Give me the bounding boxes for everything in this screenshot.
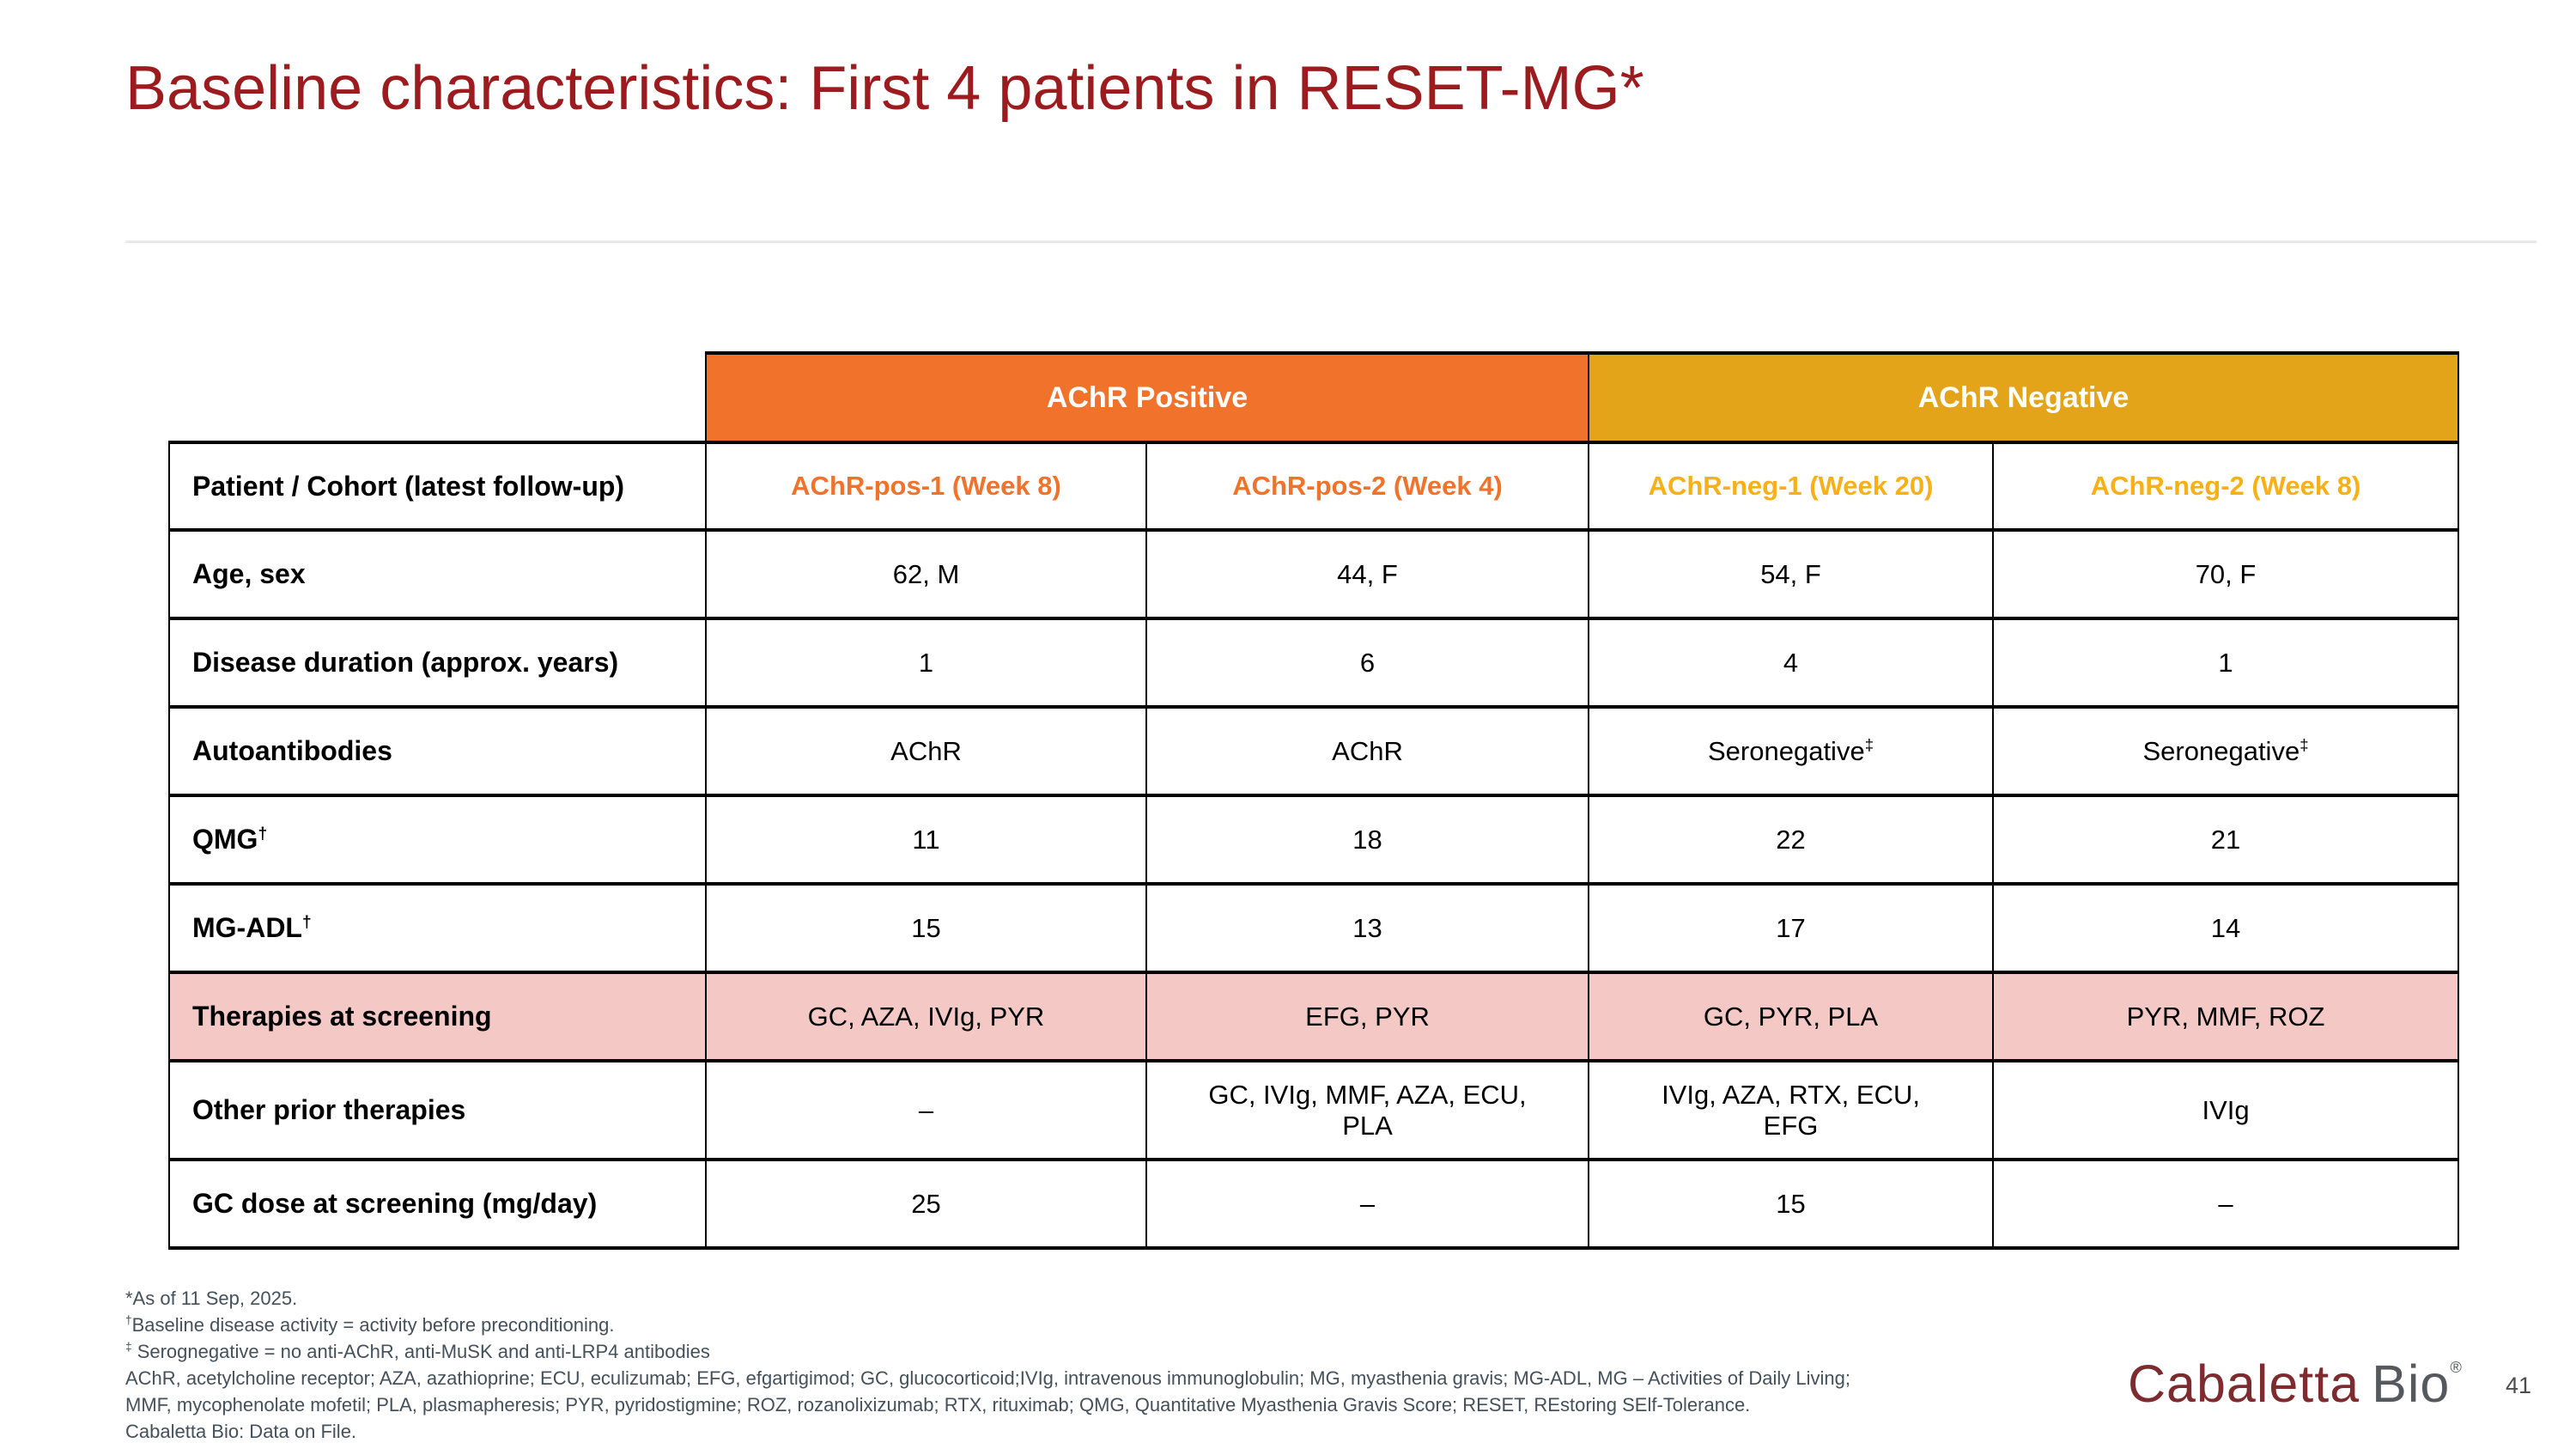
footnote-line: ‡ Serognegative = no anti-AChR, anti-MuS… [125, 1340, 710, 1362]
row-label: Other prior therapies [168, 1059, 707, 1161]
corner-cell [169, 353, 706, 442]
table-row-gc-dose: GC dose at screening (mg/day) 25 – 15 – [168, 1158, 2460, 1250]
table-cell: Seronegative‡ [1992, 705, 2460, 797]
logo-suffix-text: Bio [2372, 1355, 2451, 1413]
footnote-line: Cabaletta Bio: Data on File. [125, 1421, 357, 1442]
column-header-achr-pos-2: AChR-pos-2 (Week 4) [1145, 441, 1590, 532]
patient-header-row: Patient / Cohort (latest follow-up) AChR… [168, 441, 2460, 532]
table-row-qmg: QMG† 11 18 22 21 [168, 794, 2460, 886]
table-cell: 62, M [705, 528, 1147, 620]
logo-brand-text: Cabaletta [2128, 1355, 2360, 1413]
table-cell: AChR [705, 705, 1147, 797]
row-label: MG-ADL† [168, 882, 707, 974]
table-row-therapies-at-screening: Therapies at screening GC, AZA, IVIg, PY… [168, 971, 2460, 1062]
row-label: Disease duration (approx. years) [168, 617, 707, 709]
row-label: GC dose at screening (mg/day) [168, 1158, 707, 1250]
group-header-row: AChR Positive AChR Negative [169, 351, 2460, 444]
cabaletta-bio-logo: Cabaletta Bio® [2128, 1354, 2463, 1414]
table-cell: – [1145, 1158, 1590, 1250]
table-cell: 15 [705, 882, 1147, 974]
table-cell: 25 [705, 1158, 1147, 1250]
table-cell: PYR, MMF, ROZ [1992, 971, 2460, 1062]
footnotes: *As of 11 Sep, 2025. †Baseline disease a… [125, 1285, 2203, 1445]
column-header-achr-neg-1: AChR-neg-1 (Week 20) [1588, 441, 1995, 532]
table-cell: 4 [1588, 617, 1995, 709]
registered-trademark-icon: ® [2450, 1358, 2463, 1376]
footnote-line: AChR, acetylcholine receptor; AZA, azath… [125, 1367, 1850, 1389]
row-label: Therapies at screening [168, 971, 707, 1062]
column-header-achr-pos-1: AChR-pos-1 (Week 8) [705, 441, 1147, 532]
table-row-autoantibodies: Autoantibodies AChR AChR Seronegative‡ S… [168, 705, 2460, 797]
table-cell: 18 [1145, 794, 1590, 886]
table-row-age-sex: Age, sex 62, M 44, F 54, F 70, F [168, 528, 2460, 620]
table-cell: GC, PYR, PLA [1588, 971, 1995, 1062]
row-label: Autoantibodies [168, 705, 707, 797]
table-cell: GC, IVIg, MMF, AZA, ECU, PLA [1145, 1059, 1590, 1161]
footnote-line: *As of 11 Sep, 2025. [125, 1288, 298, 1309]
table-cell: 21 [1992, 794, 2460, 886]
footnote-line: MMF, mycophenolate mofetil; PLA, plasmap… [125, 1394, 1751, 1416]
title-divider [125, 240, 2537, 243]
group-header-achr-negative: AChR Negative [1588, 351, 2460, 444]
table-row-other-prior-therapies: Other prior therapies – GC, IVIg, MMF, A… [168, 1059, 2460, 1161]
table-cell: IVIg [1992, 1059, 2460, 1161]
table-cell: AChR [1145, 705, 1590, 797]
table-cell: 70, F [1992, 528, 2460, 620]
table-cell: EFG, PYR [1145, 971, 1590, 1062]
table-cell: Seronegative‡ [1588, 705, 1995, 797]
table-cell: – [705, 1059, 1147, 1161]
table-cell: 44, F [1145, 528, 1590, 620]
row-label: QMG† [168, 794, 707, 886]
table-row-mg-adl: MG-ADL† 15 13 17 14 [168, 882, 2460, 974]
table-cell: 54, F [1588, 528, 1995, 620]
page-title: Baseline characteristics: First 4 patien… [125, 54, 1644, 123]
table-cell: 13 [1145, 882, 1590, 974]
table-cell: 11 [705, 794, 1147, 886]
characteristics-table: AChR Positive AChR Negative Patient / Co… [168, 351, 2460, 1250]
table-cell: 14 [1992, 882, 2460, 974]
table-cell: – [1992, 1158, 2460, 1250]
table-cell: IVIg, AZA, RTX, ECU, EFG [1588, 1059, 1995, 1161]
row-label: Age, sex [168, 528, 707, 620]
table-cell: 1 [705, 617, 1147, 709]
column-header-achr-neg-2: AChR-neg-2 (Week 8) [1992, 441, 2460, 532]
table-cell: 22 [1588, 794, 1995, 886]
table-row-disease-duration: Disease duration (approx. years) 1 6 4 1 [168, 617, 2460, 709]
table-cell: 15 [1588, 1158, 1995, 1250]
table-cell: 6 [1145, 617, 1590, 709]
group-header-achr-positive: AChR Positive [704, 351, 1590, 444]
table-cell: GC, AZA, IVIg, PYR [705, 971, 1147, 1062]
row-label: Patient / Cohort (latest follow-up) [168, 441, 707, 532]
footnote-line: †Baseline disease activity = activity be… [125, 1313, 615, 1336]
table-cell: 17 [1588, 882, 1995, 974]
table-cell: 1 [1992, 617, 2460, 709]
page-number: 41 [2506, 1373, 2532, 1398]
